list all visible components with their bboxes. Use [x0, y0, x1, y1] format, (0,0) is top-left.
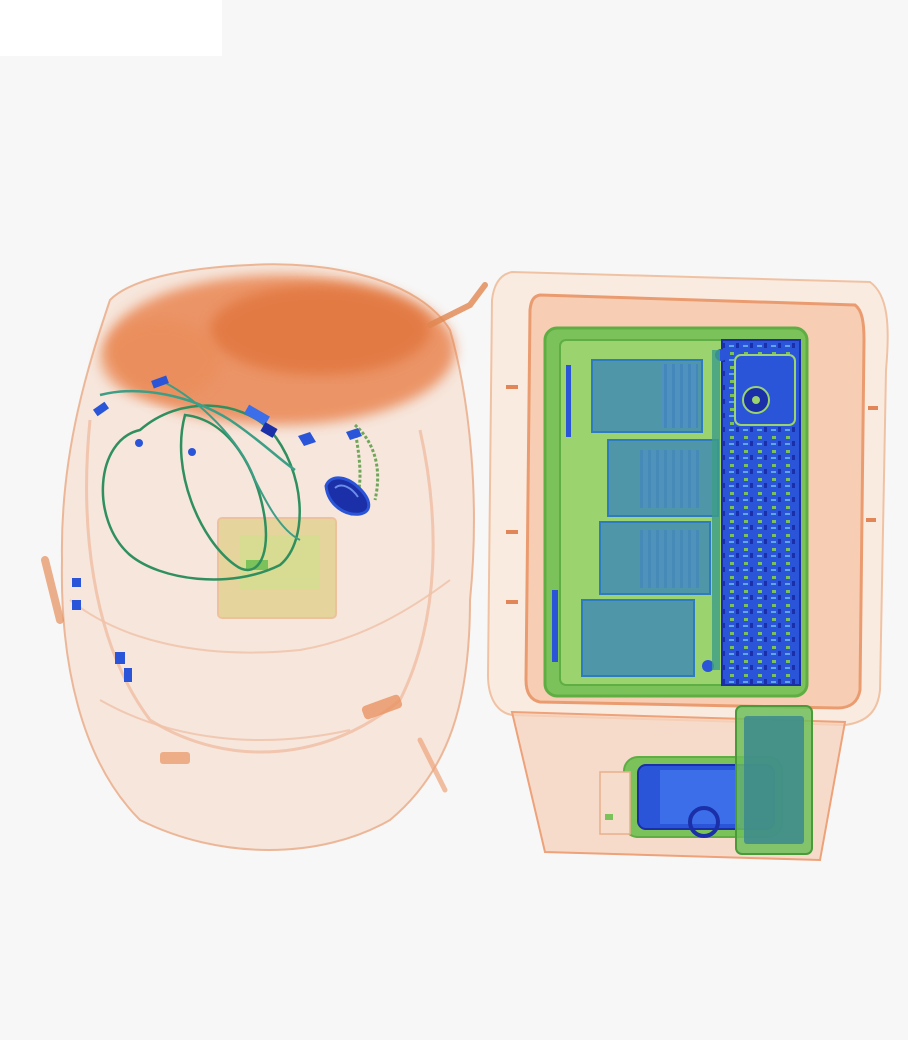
clothing-mass-left [100, 320, 220, 400]
card-item [599, 771, 631, 835]
cable-run-top [99, 389, 296, 472]
battery-cell-4 [581, 599, 695, 677]
backpack-strap-top [427, 282, 488, 328]
backpack-buckle-bottom [160, 752, 190, 764]
clip-item-1 [72, 578, 81, 587]
bag-zip-left-1 [506, 385, 518, 389]
usb-connector-4 [260, 422, 278, 438]
backpack-zip-right [417, 737, 448, 793]
battery-texture-3 [640, 530, 700, 588]
cable-ferrite-1 [135, 439, 143, 447]
backpack [41, 263, 488, 851]
board-connector-strip [712, 350, 720, 670]
mouse-highlight [334, 484, 359, 498]
phone-coil-icon [688, 806, 720, 838]
usb-connector-2 [151, 375, 169, 389]
backpack-seam-2 [99, 699, 351, 741]
bag-zip-right-2 [866, 518, 876, 522]
bag-zip-left-3 [506, 600, 518, 604]
usb-connector-1 [92, 401, 110, 417]
clip-item-3 [115, 652, 125, 664]
backpack-buckle-right [361, 694, 403, 720]
clip-item-2 [72, 600, 81, 610]
corner-blank-patch [0, 0, 222, 56]
bag-zip-left-2 [506, 530, 518, 534]
laptop-bag [486, 270, 889, 862]
cable-loop-large [101, 404, 301, 581]
speaker-port-bottom [702, 660, 714, 672]
clip-item-4 [124, 668, 132, 682]
backpack-zip-left [41, 556, 64, 624]
clothing-mass-core [210, 285, 430, 375]
earbud-piece-2 [346, 428, 362, 440]
tablet-internals [744, 716, 804, 844]
cable-hook [354, 423, 380, 501]
card-chip [605, 814, 613, 820]
backpack-seam-1 [69, 579, 451, 654]
backpack-inner-outline [85, 419, 435, 754]
side-rail-left [566, 365, 571, 437]
cable-run-diagonal [159, 379, 301, 541]
usb-connector-3 [244, 404, 270, 426]
bag-zip-right-1 [868, 406, 878, 410]
phone-battery-area [660, 770, 740, 824]
battery-texture-1 [662, 364, 698, 428]
cooling-fan-hub [752, 396, 760, 404]
cable-ferrite-2 [188, 448, 196, 456]
side-rail-bottom [552, 590, 558, 662]
earbud-piece [298, 432, 316, 446]
battery-texture-2 [640, 450, 700, 508]
